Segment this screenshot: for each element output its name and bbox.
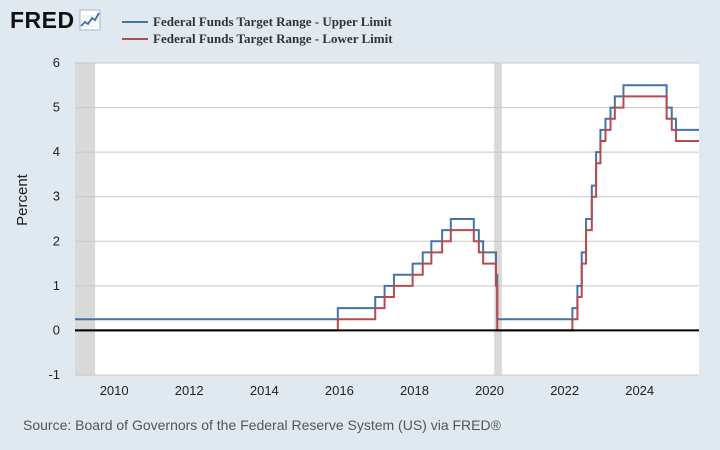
x-tick-label: 2012: [175, 383, 204, 398]
y-tick-label: 6: [53, 55, 60, 70]
chart-legend: Federal Funds Target Range - Upper Limit…: [122, 13, 393, 47]
legend-item-lower[interactable]: Federal Funds Target Range - Lower Limit: [122, 30, 393, 47]
y-tick-label: 4: [53, 144, 60, 159]
plot-background: [75, 63, 699, 375]
y-tick-label: 2: [53, 233, 60, 248]
y-tick-label: 5: [53, 100, 60, 115]
legend-label-lower: Federal Funds Target Range - Lower Limit: [153, 30, 393, 46]
x-tick-label: 2016: [325, 383, 354, 398]
series-upper-limit-line: [75, 84, 699, 321]
logo-text: FRED: [10, 7, 75, 33]
fred-logo[interactable]: FRED: [10, 8, 101, 32]
source-text: Source: Board of Governors of the Federa…: [23, 417, 501, 433]
fred-line-chart-icon: [79, 9, 101, 31]
legend-swatch-lower: [122, 37, 148, 40]
x-tick-label: 2014: [250, 383, 279, 398]
recession-shade-1: [494, 63, 502, 375]
legend-swatch-upper: [122, 20, 148, 23]
x-tick-label: 2022: [550, 383, 579, 398]
x-tick-label: 2018: [400, 383, 429, 398]
y-tick-label: 0: [53, 322, 60, 337]
y-tick-label: 1: [53, 278, 60, 293]
y-tick-label: 3: [53, 189, 60, 204]
legend-item-upper[interactable]: Federal Funds Target Range - Upper Limit: [122, 13, 393, 30]
recession-shade-0: [75, 63, 96, 375]
header: FRED Federal Funds Target Range - Upper …: [0, 0, 720, 50]
x-tick-label: 2010: [100, 383, 129, 398]
x-tick-label: 2024: [625, 383, 654, 398]
x-tick-label: 2020: [475, 383, 504, 398]
legend-label-upper: Federal Funds Target Range - Upper Limit: [153, 13, 392, 29]
y-tick-label: -1: [48, 367, 60, 382]
